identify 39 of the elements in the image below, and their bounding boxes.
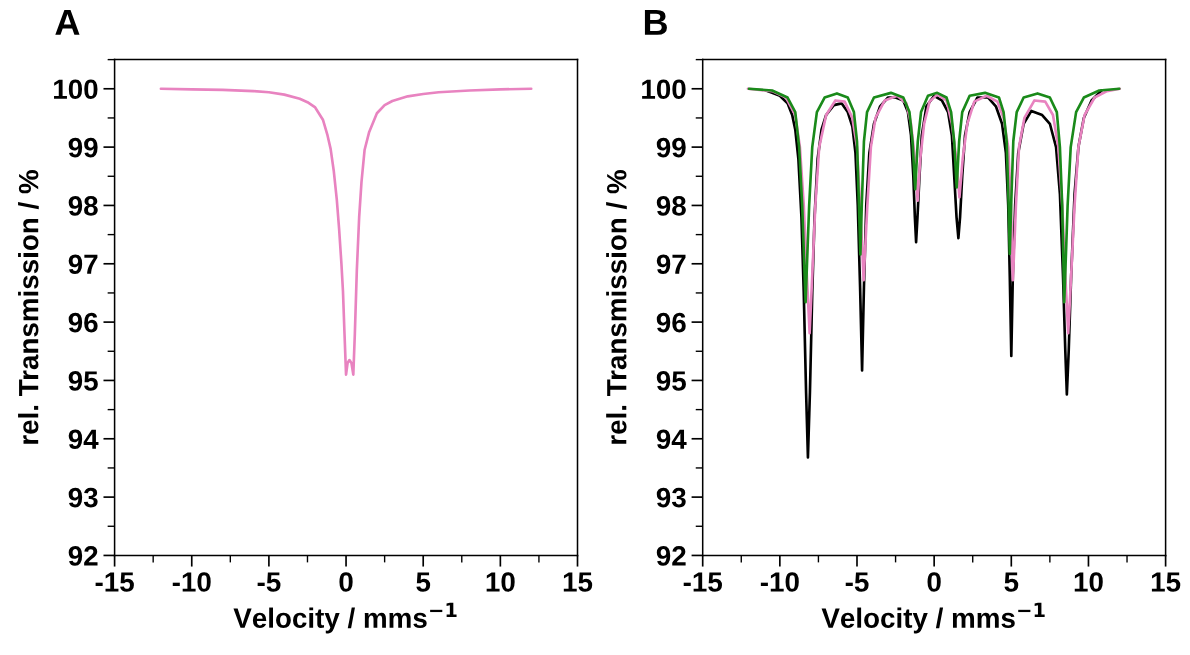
chart-title: A: [55, 9, 80, 35]
x-axis-title: Velocity / mms$^{−1}$: [821, 602, 1045, 634]
y-tick-label: 99: [656, 137, 686, 158]
y-tick-label: 94: [656, 429, 687, 450]
x-tick-label: 5: [416, 572, 431, 592]
y-tick-label: 97: [68, 254, 98, 275]
y-tick-label: 99: [68, 137, 98, 158]
x-tick-label: 0: [339, 572, 353, 592]
y-tick-label: 97: [656, 254, 686, 275]
y-tick-label: 93: [656, 487, 686, 508]
x-tick-label: 10: [1074, 572, 1103, 592]
x-tick-label: 15: [1151, 572, 1181, 592]
x-tick-label: -15: [95, 572, 134, 592]
line-series: [159, 87, 533, 376]
y-tick-label: 92: [68, 546, 98, 566]
y-tick-label: 95: [656, 371, 686, 391]
y-tick-label: 98: [656, 196, 686, 216]
x-tick-label: 15: [563, 572, 593, 592]
x-axis-title: Velocity / mms$^{−1}$: [233, 602, 457, 634]
y-tick-label: 96: [68, 312, 98, 333]
y-tick-label: 98: [68, 196, 98, 216]
x-tick-label: -15: [683, 572, 722, 592]
y-tick-label: 95: [68, 371, 98, 391]
x-tick-label: -5: [257, 572, 281, 592]
y-tick-label: 96: [656, 312, 686, 333]
x-tick-label: 5: [1004, 572, 1019, 592]
y-tick-label: 93: [68, 487, 98, 508]
y-tick-label: 100: [642, 79, 686, 100]
x-tick-label: -5: [845, 572, 869, 592]
y-axis-title: rel. Transmission / %: [606, 170, 627, 444]
x-tick-label: -10: [760, 572, 799, 592]
y-tick-label: 94: [68, 429, 99, 450]
chart-title: B: [644, 9, 667, 35]
x-tick-label: -10: [172, 572, 211, 592]
x-tick-label: 10: [486, 572, 515, 592]
x-tick-label: 0: [927, 572, 941, 592]
y-tick-label: 92: [656, 546, 686, 566]
y-axis-title: rel. Transmission / %: [18, 170, 39, 444]
y-tick-label: 100: [54, 79, 98, 100]
